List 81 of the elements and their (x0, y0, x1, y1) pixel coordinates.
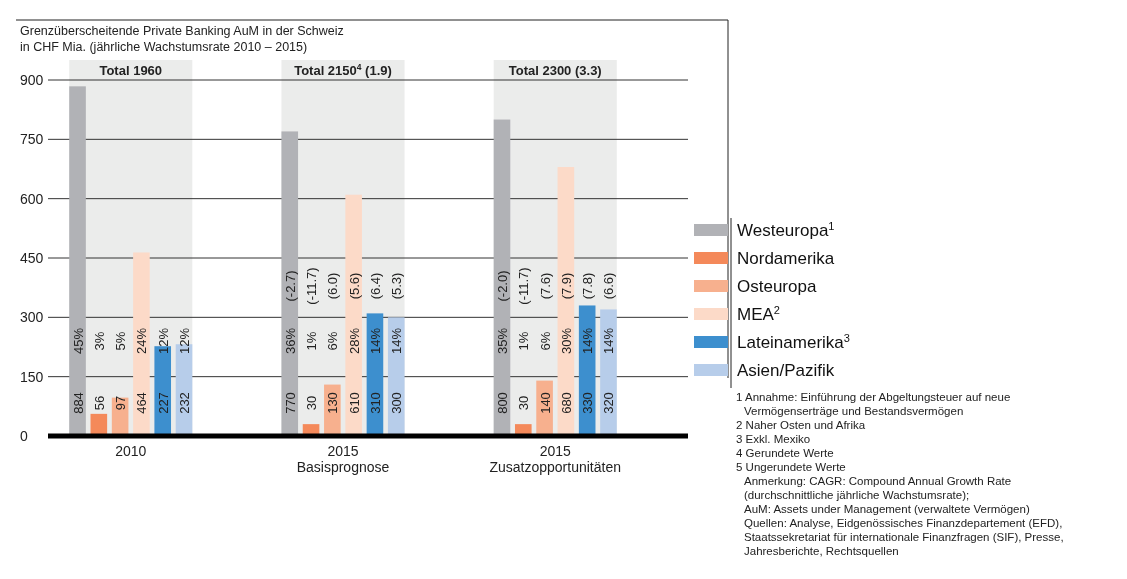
text: 12% (177, 327, 193, 355)
text: (6.0) (325, 272, 341, 300)
text: 45% (70, 327, 86, 355)
bar (69, 86, 86, 436)
legend-label: MEA$^{2}$ (737, 304, 780, 324)
text: 610 (346, 392, 362, 414)
text: 320 (601, 392, 617, 414)
source-note: Quellen: Analyse, Eidgenössisches Finanzdepartement (EFD), Staatssekretariat für internationale Finanzfragen (SIF), Presse, Jahresberichte, Rechtsquellen (744, 517, 1064, 557)
y-tick-label: 900 (20, 71, 44, 88)
text: 232 (177, 392, 193, 414)
legend-label: Lateinamerika$^{3}$ (737, 332, 850, 352)
text: 56 (91, 395, 107, 411)
text: 5% (113, 331, 129, 351)
bar (281, 131, 299, 436)
text: 14% (389, 327, 405, 355)
text: 227 (155, 392, 171, 414)
text: Total 1960 (99, 63, 163, 78)
text: 30 (516, 395, 532, 411)
text: 884 (70, 392, 86, 414)
text: 140 (537, 392, 553, 414)
text: (-11.7) (304, 267, 320, 305)
text: (7.6) (537, 272, 553, 300)
text: 300 (389, 392, 405, 414)
text: (7.9) (558, 272, 574, 300)
chart-title: Grenzüberscheitende Private Banking AuM in der Schweiz (20, 24, 344, 38)
x-tick-label: 2010 (115, 443, 147, 459)
bar (133, 252, 150, 436)
legend-label: Asien/Pazifik (737, 361, 835, 380)
text: (5.3) (389, 272, 405, 300)
text: 4 Gerundete Werte (736, 447, 834, 459)
text: Anmerkung: CAGR: Compound Annual Growth Rate (durchschnittliche jährliche Wachstumsrate); (744, 475, 1012, 501)
text: 330 (580, 392, 596, 414)
legend-label: Westeuropa$^{1}$ (737, 220, 835, 240)
chart-subtitle: in CHF Mia. (jährliche Wachstumsrate 2010 – 2015) (20, 40, 308, 54)
text: (-11.7) (516, 267, 532, 305)
text: 6% (537, 331, 553, 351)
text: 97 (113, 395, 129, 411)
text: 3 Exkl. Mexiko (736, 433, 811, 445)
text: 14% (601, 327, 617, 355)
text: Total 2300 (3.3) (508, 63, 602, 78)
x-tick-label: 2015 Zusatzopportunitäten (489, 443, 621, 475)
text: 680 (558, 392, 574, 414)
text: 24% (134, 327, 150, 355)
bar (345, 194, 362, 436)
text: (-2.0) (494, 270, 510, 302)
text: 310 (367, 392, 383, 414)
text: (5.6) (346, 272, 362, 300)
y-tick-label: 0 (20, 427, 28, 444)
text: AuM: Assets under Management (verwaltete Vermögen) (744, 503, 1030, 515)
text: 1 Annahme: Einführung der Abgeltungsteuer auf neue Vermögenserträge und Bestandsvermögen (736, 391, 1011, 417)
x-tick-label: 2015 Basisprognose (296, 443, 390, 475)
text: Total 2150$^{4}$ (1.9) (294, 62, 392, 78)
text: 12% (155, 327, 171, 355)
text: 28% (346, 327, 362, 355)
text: 130 (325, 392, 341, 414)
legend-label: Nordamerika (737, 249, 835, 268)
y-tick-label: 150 (20, 368, 44, 385)
text: 800 (494, 392, 510, 414)
text: 30 (304, 395, 320, 411)
legend-label: Osteuropa (737, 277, 817, 296)
text: 14% (580, 327, 596, 355)
text: 770 (282, 392, 298, 414)
text: 35% (494, 327, 510, 355)
y-tick-label: 600 (20, 190, 44, 207)
text: 1% (304, 331, 320, 351)
text: 464 (134, 392, 150, 414)
y-tick-label: 300 (20, 309, 44, 326)
text: 30% (558, 327, 574, 355)
text: (6.4) (367, 272, 383, 300)
text: 6% (325, 331, 341, 351)
text: 14% (367, 327, 383, 355)
y-tick-label: 450 (20, 249, 44, 266)
y-tick-label: 750 (20, 131, 44, 148)
text: 3% (91, 331, 107, 351)
text: (-2.7) (282, 270, 298, 302)
text: 2 Naher Osten und Afrika (736, 419, 866, 431)
text: (7.8) (580, 272, 596, 300)
text: 36% (282, 327, 298, 355)
text: (6.6) (601, 272, 617, 300)
text: 5 Ungerundete Werte (736, 461, 846, 473)
text: 1% (516, 331, 532, 351)
